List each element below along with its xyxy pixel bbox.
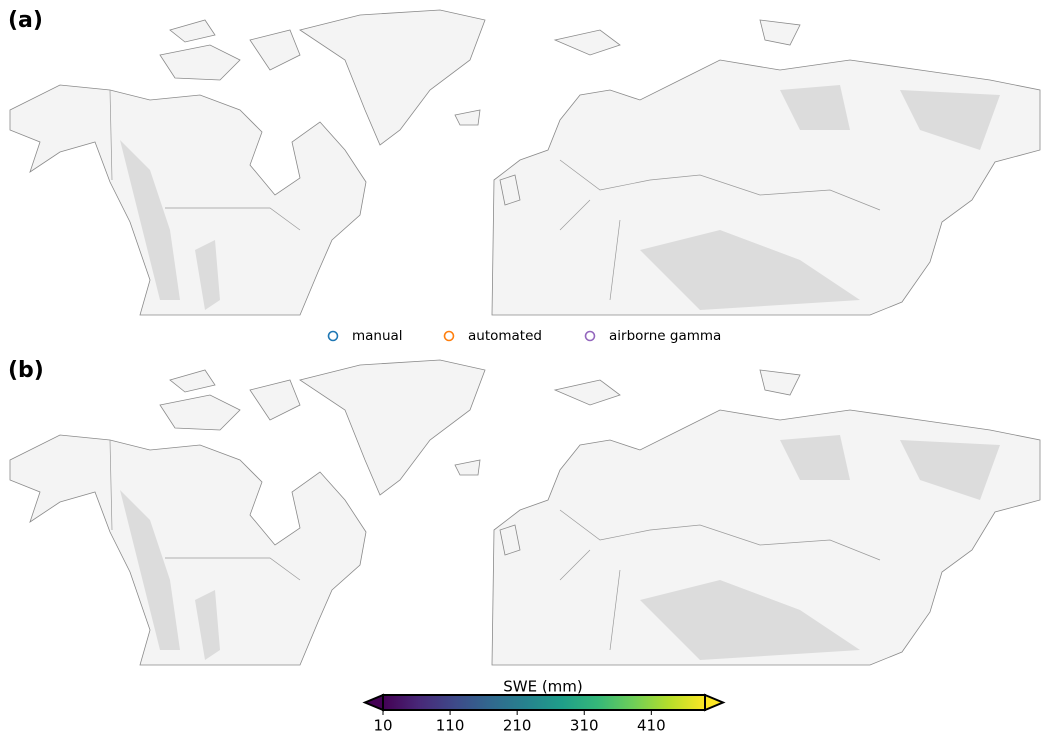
- legend-marker: [443, 330, 455, 342]
- colorbar: SWE (mm) 10 110 210 310 410: [362, 678, 726, 735]
- legend-label: manual: [352, 328, 403, 344]
- colorbar-tick-label: 410: [637, 717, 666, 735]
- legend-marker: [584, 330, 596, 342]
- colorbar-label: SWE (mm): [503, 678, 583, 696]
- colorbar-extend: [704, 693, 726, 712]
- colorbar-tick-label: 110: [436, 717, 465, 735]
- colorbar-body: [382, 694, 706, 711]
- colorbar-tick-label: 210: [503, 717, 532, 735]
- colorbar-extend: [362, 693, 384, 712]
- colorbar-tick-label: 10: [373, 717, 392, 735]
- panel-label: (a): [8, 8, 43, 33]
- legend-label: airborne gamma: [609, 328, 721, 344]
- colorbar-tick-label: 310: [570, 717, 599, 735]
- panel-label: (b): [8, 358, 44, 383]
- legend-label: automated: [468, 328, 542, 344]
- legend-marker: [327, 330, 339, 342]
- legend: manual automated airborne gamma: [327, 328, 721, 344]
